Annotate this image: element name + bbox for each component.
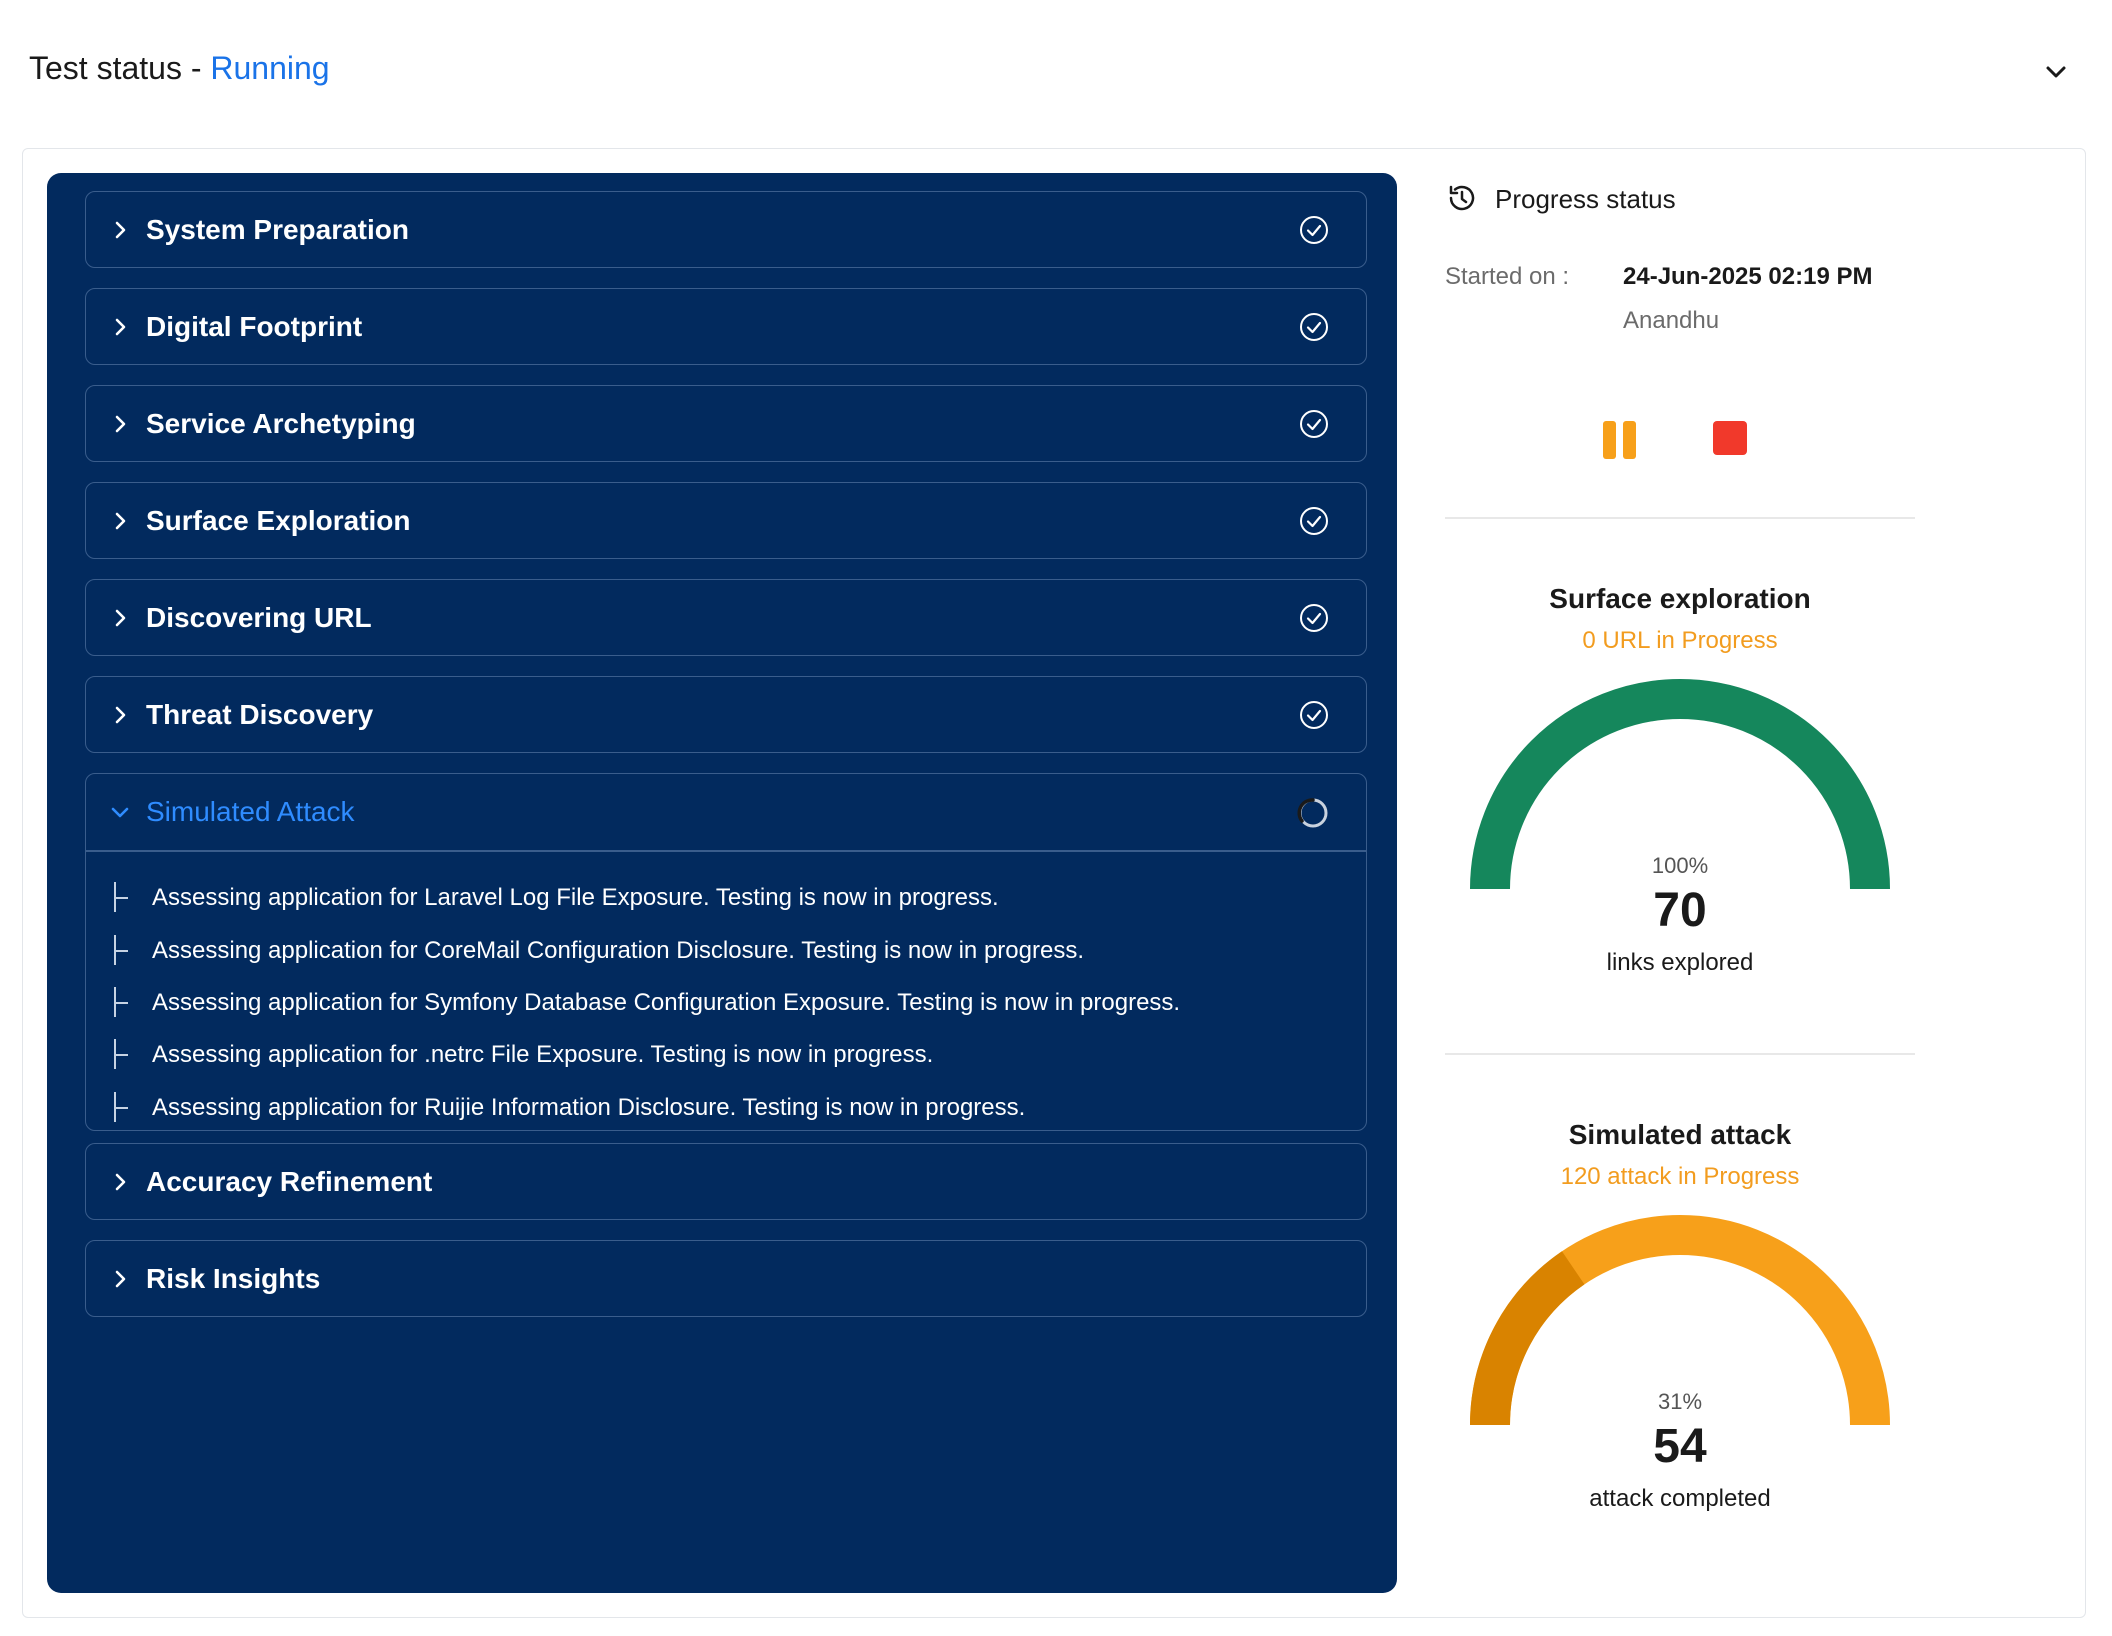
log-text: Assessing application for .netrc File Ex…: [152, 1041, 934, 1068]
step-label: Threat Discovery: [146, 699, 374, 730]
chevron-right-icon: [115, 706, 126, 724]
chevron-right-icon: [115, 512, 126, 530]
surface-gauge-chart: [1470, 679, 1890, 890]
gauge-percent: 31%: [1657, 1389, 1703, 1414]
gauge-value: 70: [1653, 884, 1707, 937]
chevron-right-icon: [115, 221, 126, 239]
chevron-right-icon: [115, 1270, 126, 1288]
attack-log: Assessing application for Laravel Log Fi…: [86, 856, 1366, 1126]
step-label: Simulated Attack: [146, 796, 355, 827]
chevron-right-icon: [115, 609, 126, 627]
started-by: Anandhu: [1623, 307, 1720, 334]
loading-spinner-icon: [1297, 798, 1328, 828]
step-simulated-attack[interactable]: Simulated Attack Assessing application f…: [85, 773, 1367, 1131]
gauge-title: Simulated attack: [1568, 1119, 1792, 1150]
check-circle-icon: [1300, 507, 1328, 535]
step-system-preparation[interactable]: System Preparation: [85, 191, 1367, 268]
step-label: Discovering URL: [146, 602, 372, 633]
test-status-card: System Preparation Digital Footprint Ser…: [22, 148, 2086, 1618]
steps-panel: System Preparation Digital Footprint Ser…: [47, 173, 1397, 1593]
gauge-percent: 100%: [1651, 853, 1709, 878]
pause-button[interactable]: [1601, 419, 1641, 459]
log-entry: Assessing application for Laravel Log Fi…: [114, 872, 1314, 924]
step-label: Surface Exploration: [146, 505, 411, 536]
step-label: Digital Footprint: [146, 311, 363, 342]
tree-branch: [114, 882, 128, 912]
stop-button[interactable]: [1713, 421, 1747, 455]
pause-icon-bar: [1603, 421, 1616, 459]
step-threat-discovery[interactable]: Threat Discovery: [85, 676, 1367, 753]
log-text: Assessing application for CoreMail Confi…: [152, 937, 1084, 964]
tree-branch: [114, 935, 128, 965]
page-title: Test status - Running: [29, 48, 330, 88]
gauge-subtitle: 0 URL in Progress: [1582, 627, 1778, 654]
step-label: Accuracy Refinement: [146, 1166, 433, 1197]
gauge-subtitle: 120 attack in Progress: [1560, 1163, 1800, 1190]
step-label: System Preparation: [146, 214, 409, 245]
check-circle-icon: [1300, 410, 1328, 438]
gauge-fill: [1470, 679, 1890, 890]
check-circle-icon: [1300, 604, 1328, 632]
log-entry: Assessing application for CoreMail Confi…: [114, 925, 1314, 977]
step-accuracy-refinement[interactable]: Accuracy Refinement: [85, 1143, 1367, 1220]
log-text: Assessing application for Laravel Log Fi…: [152, 884, 999, 911]
log-entry: Assessing application for Symfony Databa…: [114, 977, 1314, 1029]
log-text: Assessing application for Symfony Databa…: [152, 989, 1181, 1016]
step-risk-insights[interactable]: Risk Insights: [85, 1240, 1367, 1317]
started-label: Started on :: [1445, 263, 1570, 290]
step-divider: [86, 850, 1366, 852]
collapse-button[interactable]: [2040, 56, 2072, 88]
chevron-right-icon: [115, 415, 126, 433]
step-label: Risk Insights: [146, 1263, 321, 1294]
chevron-down-icon: [2046, 66, 2066, 78]
check-circle-icon: [1300, 701, 1328, 729]
chevron-right-icon: [115, 318, 126, 336]
simulated-attack-gauge: Simulated attack 120 attack in Progress …: [1445, 1119, 1915, 1559]
title-prefix: Test status -: [29, 50, 211, 86]
progress-title: Progress status: [1495, 184, 1676, 214]
tree-branch: [114, 1039, 128, 1069]
check-circle-icon: [1300, 313, 1328, 341]
log-text: Assessing application for Ruijie Informa…: [152, 1094, 1026, 1121]
tree-branch: [114, 1092, 128, 1122]
pause-icon-bar: [1623, 421, 1636, 459]
chevron-down-icon: [111, 807, 129, 818]
step-discovering-url[interactable]: Discovering URL: [85, 579, 1367, 656]
chevron-right-icon: [115, 1173, 126, 1191]
top-bar: Test status - Running: [0, 0, 2112, 140]
step-surface-exploration[interactable]: Surface Exploration: [85, 482, 1367, 559]
attack-gauge-chart: [1470, 1215, 1890, 1426]
divider: [1445, 1053, 1915, 1055]
test-status: Running: [210, 50, 330, 86]
tree-branch: [114, 987, 128, 1017]
history-icon: [1449, 185, 1475, 211]
gauge-fill: [1470, 1251, 1585, 1426]
gauge-value: 54: [1653, 1420, 1707, 1473]
step-digital-footprint[interactable]: Digital Footprint: [85, 288, 1367, 365]
gauge-title: Surface exploration: [1549, 583, 1811, 614]
gauge-caption: attack completed: [1589, 1485, 1771, 1512]
log-entry: Assessing application for .netrc File Ex…: [114, 1029, 1314, 1081]
gauge-caption: links explored: [1606, 949, 1754, 976]
check-circle-icon: [1300, 216, 1328, 244]
step-label: Service Archetyping: [146, 408, 416, 439]
started-date: 24-Jun-2025 02:19 PM: [1623, 263, 1873, 290]
divider: [1445, 517, 1915, 519]
step-service-archetyping[interactable]: Service Archetyping: [85, 385, 1367, 462]
log-entry: Assessing application for Ruijie Informa…: [114, 1082, 1314, 1126]
surface-exploration-gauge: Surface exploration 0 URL in Progress 10…: [1445, 583, 1915, 1023]
progress-panel: Progress status Started on : 24-Jun-2025…: [1421, 173, 2061, 1593]
